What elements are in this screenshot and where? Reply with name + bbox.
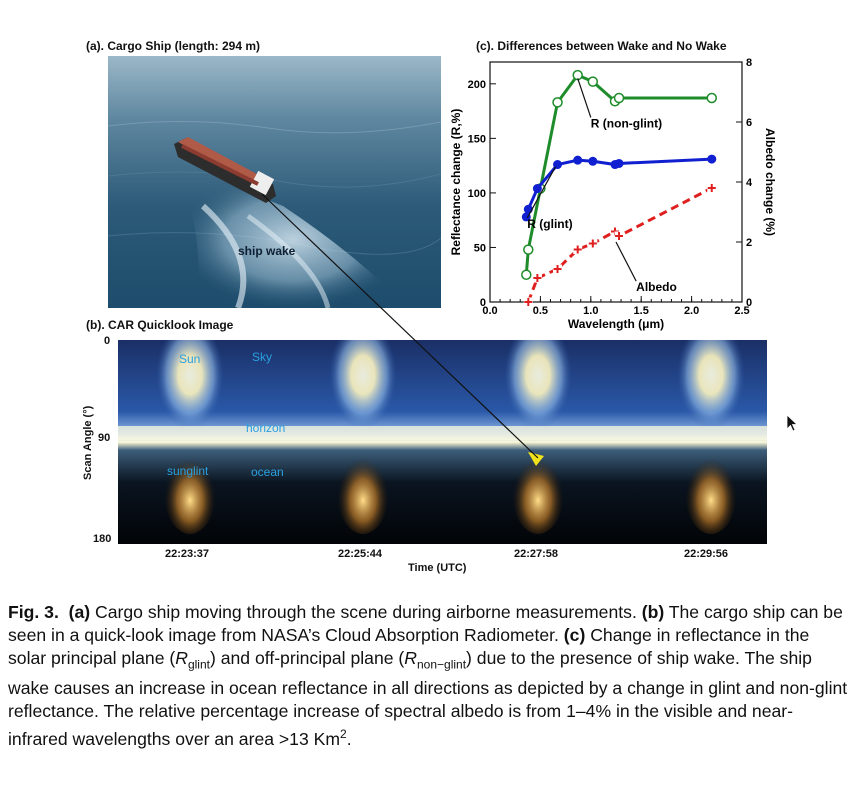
- ship-wake-label: ship wake: [238, 244, 296, 258]
- caption-sup: 2: [340, 726, 347, 741]
- y2-axis-label: Albedo change (%): [763, 128, 776, 236]
- y2-tick-label: 6: [746, 117, 752, 129]
- series-point-1: [707, 154, 717, 164]
- ytick-180: 180: [93, 533, 112, 545]
- ytick-0: 0: [104, 335, 111, 347]
- series-point-2: [707, 184, 716, 192]
- caption-b-text: The cargo ship can be seen in a quick-lo…: [8, 602, 843, 645]
- caption-nonglint-sub: non−glint: [416, 657, 467, 672]
- annotation-arrow: [615, 241, 637, 282]
- x-tick-label: 2.5: [734, 305, 749, 317]
- annotation-label: Albedo: [636, 280, 677, 294]
- caption-c-tag: (c): [563, 625, 586, 645]
- cargo-ship-photo: [108, 56, 441, 308]
- series-point-0: [613, 92, 625, 104]
- annotation-label: R (non-glint): [591, 116, 662, 130]
- series-point-2: [573, 245, 582, 254]
- annotation-arrow: [526, 166, 557, 219]
- y-tick-label: 100: [468, 188, 486, 200]
- xtick-4: 22:29:56: [684, 548, 729, 560]
- horizon-label: horizon: [246, 421, 286, 435]
- annotation-label: R (glint): [527, 217, 572, 231]
- series-point-0: [523, 244, 534, 255]
- caption-c-text3: ) due to the presence of ship wake. The …: [8, 648, 848, 749]
- x-axis-label: Wavelength (μm): [568, 317, 664, 331]
- x-tick-label: 1.0: [583, 305, 598, 317]
- car-quicklook-image: [118, 340, 767, 544]
- series-point-1: [614, 158, 624, 168]
- series-point-0: [572, 69, 583, 81]
- y2-tick-label: 2: [746, 237, 752, 249]
- figure-caption: Fig. 3. (a) Cargo ship moving through th…: [8, 601, 850, 750]
- y-axis-label: Reflectance change (R,%): [449, 109, 463, 256]
- caption-glint-sub: glint: [187, 657, 210, 672]
- quicklook-render: [118, 340, 767, 544]
- series-point-0: [706, 92, 718, 104]
- caption-c-text2: ) and off-principal plane (: [209, 648, 405, 668]
- wavelength-chart: 0.0 0.5 1.0 1.5 2.0 2.505010015020002468Wavel…: [449, 57, 776, 331]
- series-point-1: [573, 155, 583, 165]
- series-point-2: [588, 239, 597, 248]
- series-point-2: [553, 265, 562, 273]
- panel-a-title: (a). Cargo Ship (length: 294 m): [86, 39, 261, 53]
- series-point-0: [552, 97, 563, 108]
- series-point-1: [588, 156, 598, 166]
- xtick-2: 22:25:44: [338, 548, 383, 560]
- sky-label: Sky: [252, 350, 273, 364]
- y2-tick-label: 0: [746, 297, 752, 309]
- series-point-0: [521, 269, 532, 280]
- quicklook-ylabel: Scan Angle (°): [82, 405, 94, 480]
- series-point-2: [615, 232, 624, 240]
- caption-a-text: Cargo ship moving through the scene duri…: [90, 602, 642, 622]
- sun-label: Sun: [179, 352, 201, 366]
- y-tick-label: 50: [474, 242, 486, 254]
- y-tick-label: 0: [480, 297, 486, 309]
- sunglint-label: sunglint: [167, 464, 209, 478]
- y2-tick-label: 8: [746, 57, 752, 69]
- xtick-1: 22:23:37: [165, 548, 210, 560]
- annotation-arrow: [577, 78, 592, 118]
- ocean-label: ocean: [251, 465, 284, 479]
- ytick-90: 90: [98, 432, 111, 444]
- x-tick-label: 0.5: [533, 305, 548, 317]
- panel-c-title: (c). Differences between Wake and No Wak…: [476, 39, 727, 53]
- quicklook-xlabel: Time (UTC): [408, 562, 467, 574]
- caption-c-text1: Change in reflectance in the solar princ…: [8, 625, 810, 668]
- x-tick-label: 2.0: [684, 305, 699, 317]
- caption-r-symbol-1: R: [175, 648, 188, 668]
- cargo-ship-image: [108, 56, 441, 308]
- series-line-2: [526, 186, 713, 303]
- y-tick-label: 150: [468, 133, 486, 145]
- mouse-pointer-icon: [786, 414, 799, 432]
- ship-shape: [174, 137, 276, 203]
- y-tick-label: 200: [468, 79, 486, 91]
- caption-fig-label: Fig. 3.: [8, 602, 59, 622]
- panel-b-title: (b). CAR Quicklook Image: [86, 318, 234, 332]
- caption-b-tag: (b): [641, 602, 665, 622]
- xtick-3: 22:27:58: [514, 548, 559, 560]
- caption-a-tag: (a): [68, 602, 91, 622]
- y2-tick-label: 4: [746, 177, 753, 189]
- caption-end: .: [346, 728, 352, 749]
- series-point-0: [587, 76, 599, 87]
- series-point-1: [532, 184, 542, 194]
- x-tick-label: 1.5: [634, 305, 649, 317]
- caption-r-symbol-2: R: [404, 648, 417, 668]
